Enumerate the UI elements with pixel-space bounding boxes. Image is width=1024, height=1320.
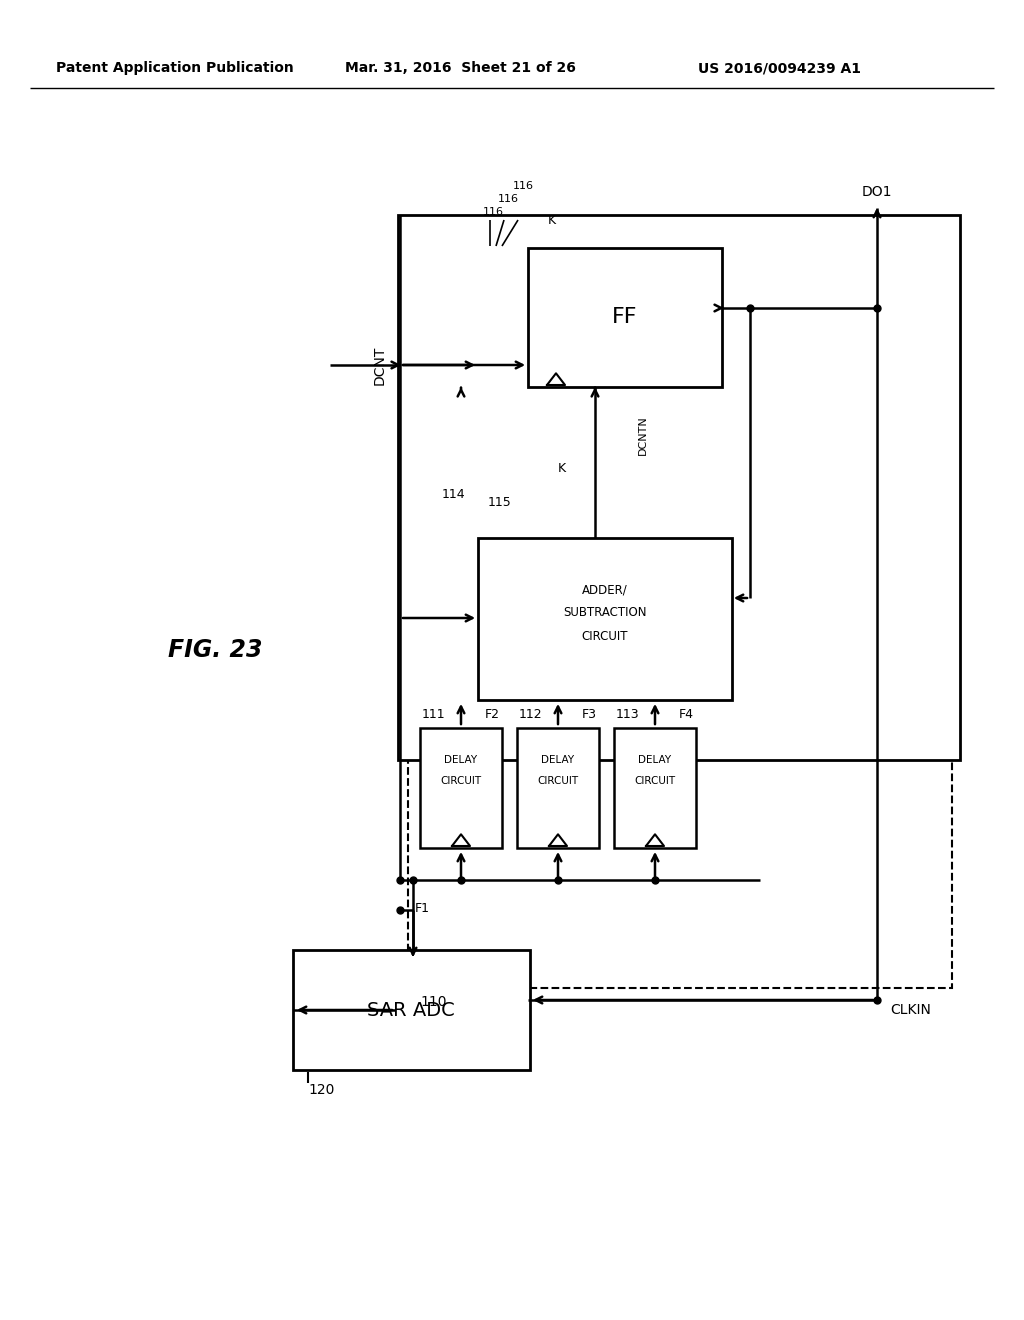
Text: US 2016/0094239 A1: US 2016/0094239 A1 <box>698 61 861 75</box>
Text: Patent Application Publication: Patent Application Publication <box>56 61 294 75</box>
Text: 116: 116 <box>498 194 519 205</box>
Text: 113: 113 <box>616 709 640 722</box>
Text: DELAY: DELAY <box>638 755 672 766</box>
Text: DCNT: DCNT <box>373 346 387 384</box>
Bar <box>420 729 502 847</box>
Bar <box>398 215 961 760</box>
Text: DELAY: DELAY <box>542 755 574 766</box>
Text: 115: 115 <box>488 496 512 510</box>
Text: F3: F3 <box>582 709 597 722</box>
Text: SAR ADC: SAR ADC <box>368 1001 455 1019</box>
Text: CIRCUIT: CIRCUIT <box>538 776 579 785</box>
Text: 114: 114 <box>441 488 465 502</box>
Text: FIG. 23: FIG. 23 <box>168 638 262 663</box>
Text: F2: F2 <box>485 709 500 722</box>
Text: CLKIN: CLKIN <box>890 1003 931 1016</box>
Text: 112: 112 <box>519 709 543 722</box>
Bar <box>408 483 952 987</box>
Text: 120: 120 <box>308 1082 335 1097</box>
Text: DELAY: DELAY <box>444 755 477 766</box>
Text: ADDER/: ADDER/ <box>582 583 628 597</box>
Text: 111: 111 <box>422 709 445 722</box>
Text: 116: 116 <box>483 207 504 216</box>
Text: F1: F1 <box>415 902 430 915</box>
Bar <box>614 729 696 847</box>
Bar <box>528 248 722 387</box>
Text: 116: 116 <box>513 181 534 191</box>
Text: SUBTRACTION: SUBTRACTION <box>563 606 647 619</box>
Text: DO1: DO1 <box>862 185 892 199</box>
Text: K: K <box>548 214 556 227</box>
Text: CIRCUIT: CIRCUIT <box>582 630 629 643</box>
Text: CIRCUIT: CIRCUIT <box>440 776 481 785</box>
Text: FF: FF <box>612 308 638 327</box>
Bar <box>478 539 732 700</box>
Text: CIRCUIT: CIRCUIT <box>635 776 676 785</box>
Bar <box>517 729 599 847</box>
Bar <box>293 950 530 1071</box>
Text: 110: 110 <box>420 995 446 1008</box>
Text: Mar. 31, 2016  Sheet 21 of 26: Mar. 31, 2016 Sheet 21 of 26 <box>344 61 575 75</box>
Text: F4: F4 <box>679 709 694 722</box>
Text: K: K <box>558 462 566 474</box>
Text: DCNTN: DCNTN <box>638 414 648 455</box>
